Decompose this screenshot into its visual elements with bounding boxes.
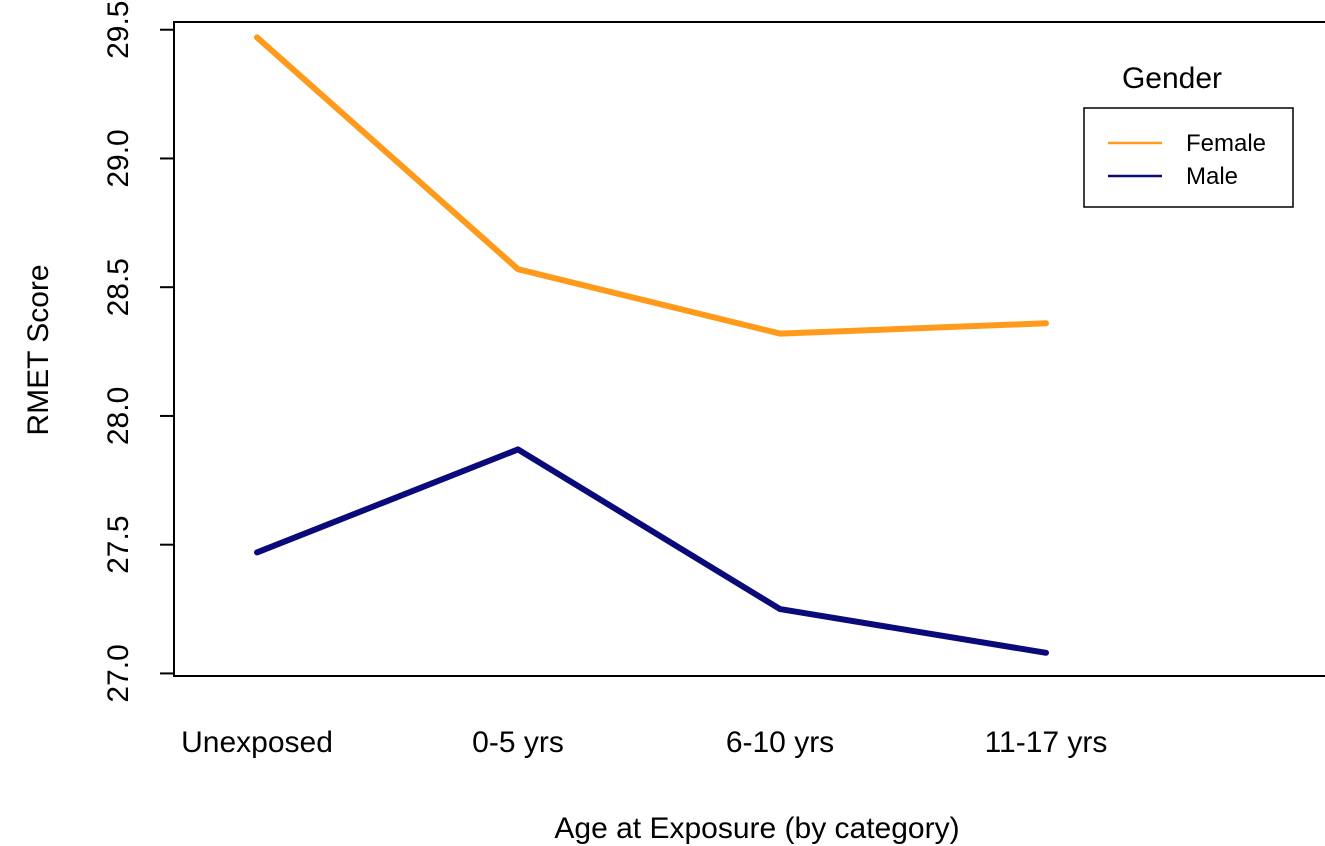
legend: Gender Female Male [1083,62,1294,208]
y-axis: 27.0 27.5 28.0 28.5 29.0 29.5 [102,1,175,703]
y-tick-label: 29.5 [102,1,135,59]
y-tick-label: 27.5 [102,515,135,573]
legend-title: Gender [1122,62,1222,95]
series-line-female [254,34,1049,337]
y-tick-label: 28.0 [102,387,135,445]
x-tick-label: 6-10 yrs [726,726,834,759]
y-axis-title: RMET Score [22,264,55,435]
x-axis: Unexposed 0-5 yrs 6-10 yrs 11-17 yrs [181,726,1107,759]
x-tick-label: 11-17 yrs [985,726,1108,759]
legend-label-male: Male [1186,163,1238,190]
legend-label-female: Female [1186,130,1266,157]
x-axis-title: Age at Exposure (by category) [554,812,959,845]
y-tick-label: 27.0 [102,644,135,702]
legend-box [1083,107,1294,208]
x-tick-label: 0-5 yrs [472,726,564,759]
y-tick-label: 29.0 [102,129,135,187]
series-line-male [254,446,1049,656]
series-lines [254,34,1049,656]
y-tick-label: 28.5 [102,258,135,316]
legend-entries: Female Male [1108,130,1266,190]
x-tick-label: Unexposed [181,726,333,759]
